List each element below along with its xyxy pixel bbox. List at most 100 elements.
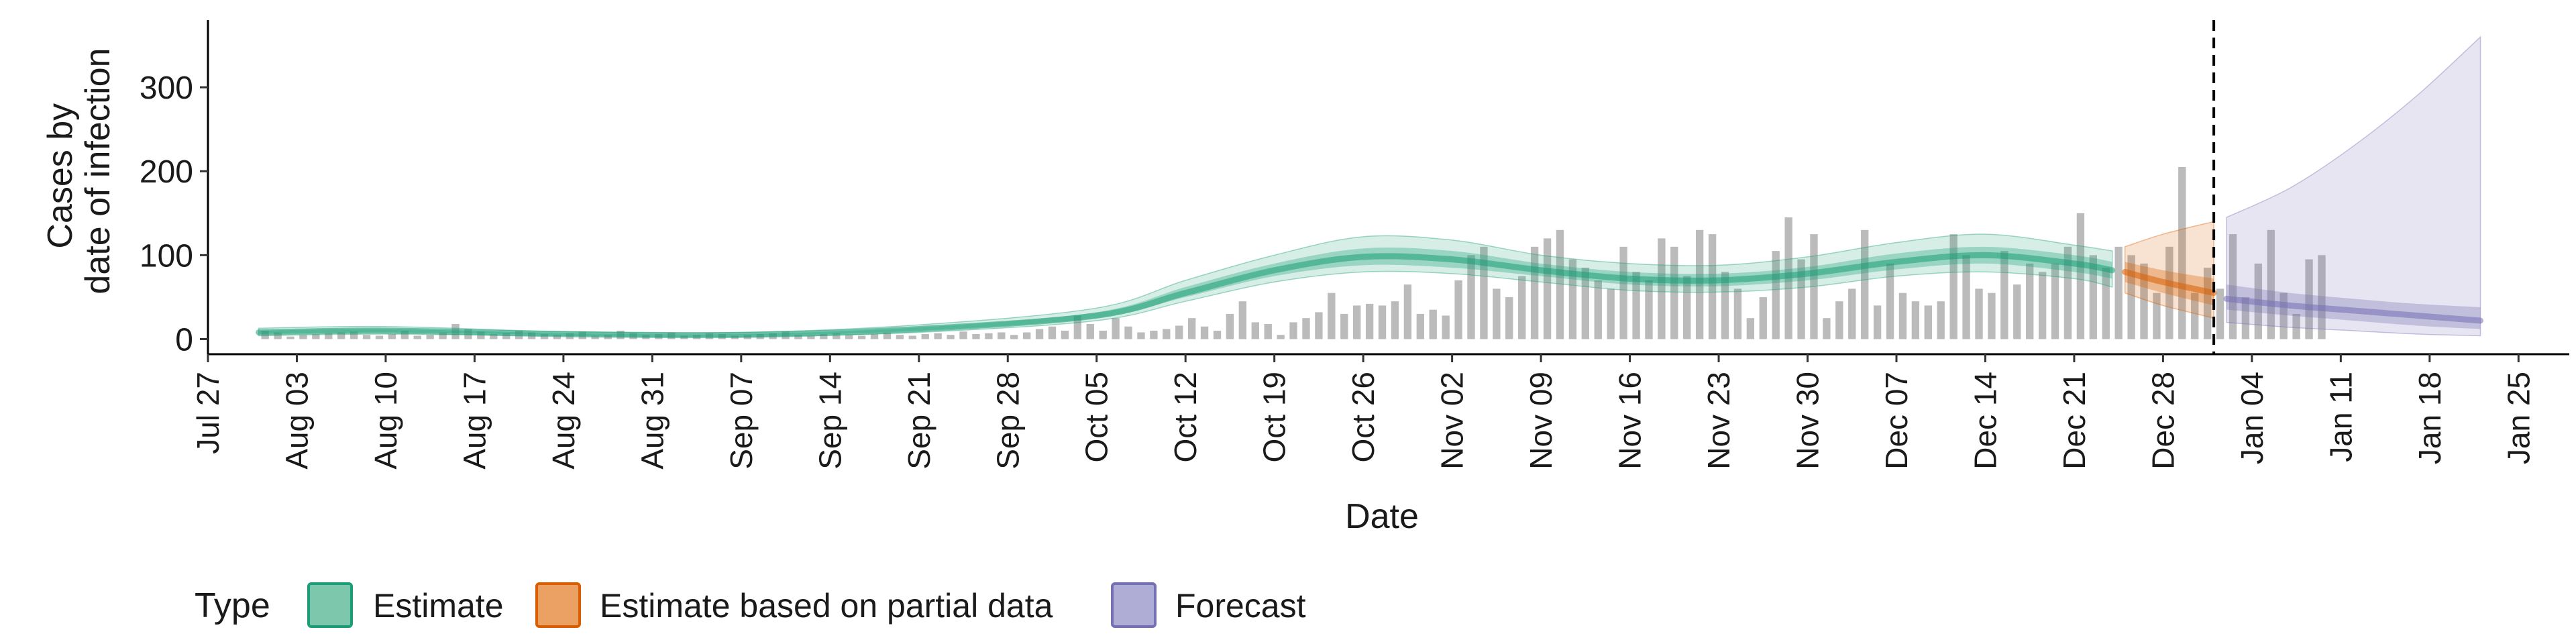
observed-bar bbox=[2127, 255, 2135, 339]
observed-bar bbox=[274, 332, 282, 339]
observed-bar bbox=[2165, 246, 2174, 339]
x-tick-label-6: Sep 07 bbox=[724, 372, 759, 470]
observed-bar bbox=[1505, 297, 1513, 339]
observed-bar bbox=[400, 330, 409, 339]
observed-bar-partial bbox=[2241, 297, 2250, 339]
legend-key-forecast bbox=[1111, 582, 1157, 628]
x-tick-label-4: Aug 24 bbox=[546, 372, 581, 470]
observed-bar bbox=[1810, 234, 1818, 339]
observed-bar bbox=[1823, 318, 1831, 339]
observed-bar bbox=[1733, 288, 1742, 339]
observed-bar bbox=[1315, 312, 1323, 339]
observed-bar bbox=[1353, 305, 1361, 339]
observed-bar bbox=[1073, 315, 1082, 339]
observed-bar bbox=[1365, 303, 1374, 339]
observed-bar bbox=[2026, 263, 2034, 339]
observed-bar bbox=[1238, 301, 1247, 339]
observed-bar bbox=[325, 333, 333, 339]
observed-bar bbox=[1530, 246, 1539, 339]
observed-bar bbox=[857, 335, 866, 339]
x-tick-label-3: Aug 17 bbox=[457, 372, 492, 470]
observed-bar bbox=[934, 333, 942, 339]
observed-bar bbox=[1061, 330, 1069, 339]
x-tick-label-10: Oct 05 bbox=[1079, 372, 1114, 463]
observed-bar bbox=[1670, 246, 1678, 339]
observed-bar bbox=[2063, 246, 2072, 339]
observed-bar bbox=[2076, 213, 2085, 339]
observed-bar bbox=[2102, 268, 2110, 339]
legend-key-partial bbox=[535, 582, 581, 628]
x-tick-label-19: Dec 07 bbox=[1879, 372, 1914, 470]
x-tick-label-21: Dec 21 bbox=[2057, 372, 2092, 470]
observed-bar bbox=[286, 336, 294, 339]
x-tick-label-18: Nov 30 bbox=[1790, 372, 1825, 470]
legend-label-partial: Estimate based on partial data bbox=[600, 587, 1053, 625]
observed-bar bbox=[794, 335, 802, 339]
x-tick-label-24: Jan 11 bbox=[2323, 372, 2358, 462]
observed-bar bbox=[1721, 272, 1729, 339]
observed-bar bbox=[1898, 292, 1907, 339]
observed-bar bbox=[1302, 318, 1310, 339]
x-tick-label-15: Nov 09 bbox=[1523, 372, 1558, 470]
observed-bar bbox=[1962, 255, 1970, 339]
estimate-median-line bbox=[256, 252, 2116, 339]
observed-bar bbox=[1124, 326, 1132, 339]
x-axis-label: Date bbox=[1345, 497, 1419, 536]
x-tick-label-20: Dec 14 bbox=[1968, 372, 2002, 470]
y-tick-label-0: 0 bbox=[175, 322, 193, 358]
x-tick-label-16: Nov 16 bbox=[1613, 372, 1648, 470]
observed-bar bbox=[2153, 292, 2161, 339]
observed-bar bbox=[883, 332, 892, 339]
observed-bar bbox=[1226, 313, 1234, 339]
estimate-bands bbox=[256, 36, 2484, 339]
observed-bar bbox=[1645, 280, 1653, 339]
x-tick-label-22: Dec 28 bbox=[2145, 372, 2180, 470]
observed-bar bbox=[1581, 268, 1590, 339]
observed-bar bbox=[1924, 305, 1932, 339]
observed-bar bbox=[2178, 166, 2186, 339]
observed-bar bbox=[1264, 323, 1272, 339]
observed-bar bbox=[833, 333, 841, 339]
observed-bar bbox=[388, 333, 396, 339]
observed-bar bbox=[1442, 315, 1450, 339]
observed-bar bbox=[312, 333, 320, 339]
observed-bar bbox=[1251, 322, 1259, 339]
x-tick-label-11: Oct 12 bbox=[1168, 372, 1203, 463]
observed-bar bbox=[1112, 318, 1120, 339]
observed-bar-partial bbox=[2318, 255, 2326, 339]
observed-bar bbox=[998, 332, 1006, 339]
observed-bar bbox=[1911, 301, 1920, 339]
observed-bar bbox=[426, 335, 434, 339]
observed-bar bbox=[1861, 229, 1869, 339]
x-tick-label-26: Jan 25 bbox=[2501, 372, 2536, 464]
observed-bar bbox=[2089, 255, 2097, 339]
observed-bar bbox=[1289, 322, 1297, 339]
observed-bar bbox=[1937, 301, 1945, 339]
estimate-outer-band bbox=[258, 233, 2113, 337]
observed-bar bbox=[1568, 259, 1577, 339]
observed-bar bbox=[502, 333, 511, 339]
observed-bar bbox=[1454, 280, 1462, 339]
x-tick-label-17: Nov 23 bbox=[1701, 372, 1736, 470]
observed-bar bbox=[1137, 332, 1145, 339]
observed-bar bbox=[2140, 263, 2148, 339]
observed-bar bbox=[2013, 284, 2021, 339]
observed-bar bbox=[490, 333, 498, 339]
observed-bar bbox=[439, 332, 447, 339]
x-tick-label-12: Oct 19 bbox=[1257, 372, 1292, 463]
observed-bar bbox=[1797, 259, 1805, 339]
observed-bar bbox=[1048, 326, 1057, 339]
legend: Type Estimate Estimate based on partial … bbox=[195, 582, 1306, 628]
observed-bar bbox=[337, 332, 345, 339]
y-tick-label-200: 200 bbox=[140, 154, 193, 190]
observed-bar-partial bbox=[2229, 234, 2237, 339]
forecast-median-line bbox=[2223, 295, 2484, 324]
observed-bar bbox=[1594, 280, 1602, 339]
observed-bar bbox=[1213, 330, 1222, 339]
observed-bar bbox=[1340, 313, 1348, 339]
observed-bar bbox=[1328, 292, 1336, 339]
x-tick-label-25: Jan 18 bbox=[2412, 372, 2447, 464]
observed-bar bbox=[1683, 276, 1691, 339]
observed-bar bbox=[1187, 318, 1196, 339]
x-tick-label-23: Jan 04 bbox=[2235, 372, 2269, 464]
